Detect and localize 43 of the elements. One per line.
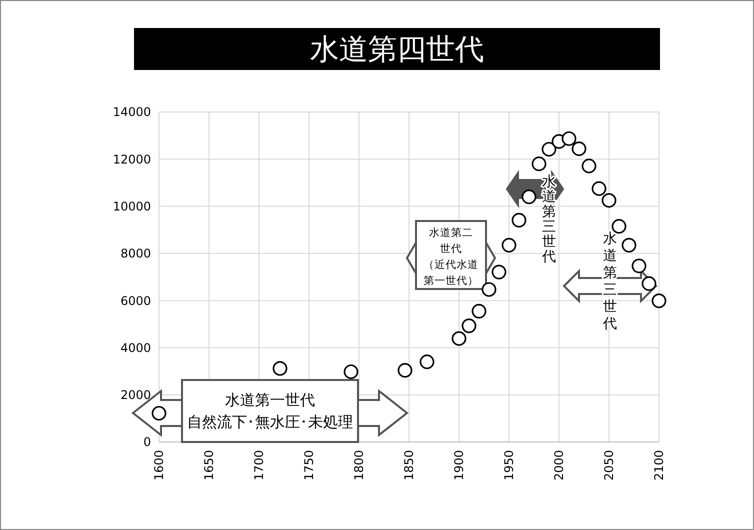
y-tick-label: 14000 (112, 105, 151, 120)
chart-title: 水道第四世代 (310, 32, 484, 66)
point (452, 331, 466, 346)
x-tick-label: 2100 (652, 450, 666, 481)
x-tick-label: 1850 (402, 450, 416, 481)
y-tick-label: 12000 (112, 152, 151, 166)
point (522, 190, 536, 204)
annotation: 水道第一世代自然流下･無水圧･未処理 (187, 391, 353, 431)
point (572, 141, 586, 156)
y-tick-label: 4000 (120, 340, 151, 355)
y-tick-label: 2000 (120, 388, 151, 402)
point (562, 131, 576, 146)
annotation: 水道第二世代（近代水道第一世代） (424, 226, 478, 287)
point (482, 282, 496, 297)
point (632, 258, 646, 274)
point (492, 264, 506, 280)
point (512, 212, 526, 228)
point (592, 181, 606, 196)
point (622, 238, 636, 252)
point (398, 363, 412, 378)
point (420, 354, 434, 370)
y-tick-label: 6000 (120, 294, 151, 308)
point (532, 156, 546, 172)
y-tick-label: 10000 (112, 199, 151, 214)
point (642, 276, 656, 291)
x-tick-label: 1900 (452, 450, 466, 481)
x-tick-label: 1750 (302, 450, 316, 481)
x-tick-label: 1650 (202, 450, 216, 481)
point (582, 158, 596, 174)
x-tick-label: 1950 (502, 450, 516, 481)
point (472, 304, 486, 318)
point (272, 361, 288, 376)
y-tick-label: 8000 (120, 246, 151, 261)
point (602, 193, 616, 208)
point (462, 318, 476, 334)
x-tick-label: 1600 (152, 450, 166, 481)
point (502, 238, 516, 252)
x-tick-label: 2050 (602, 450, 616, 481)
point (652, 294, 666, 308)
y-tick-label: 0 (143, 435, 151, 450)
x-tick-label: 1800 (352, 450, 366, 481)
x-tick-label: 1700 (252, 450, 266, 481)
x-tick-label: 2000 (552, 450, 566, 481)
